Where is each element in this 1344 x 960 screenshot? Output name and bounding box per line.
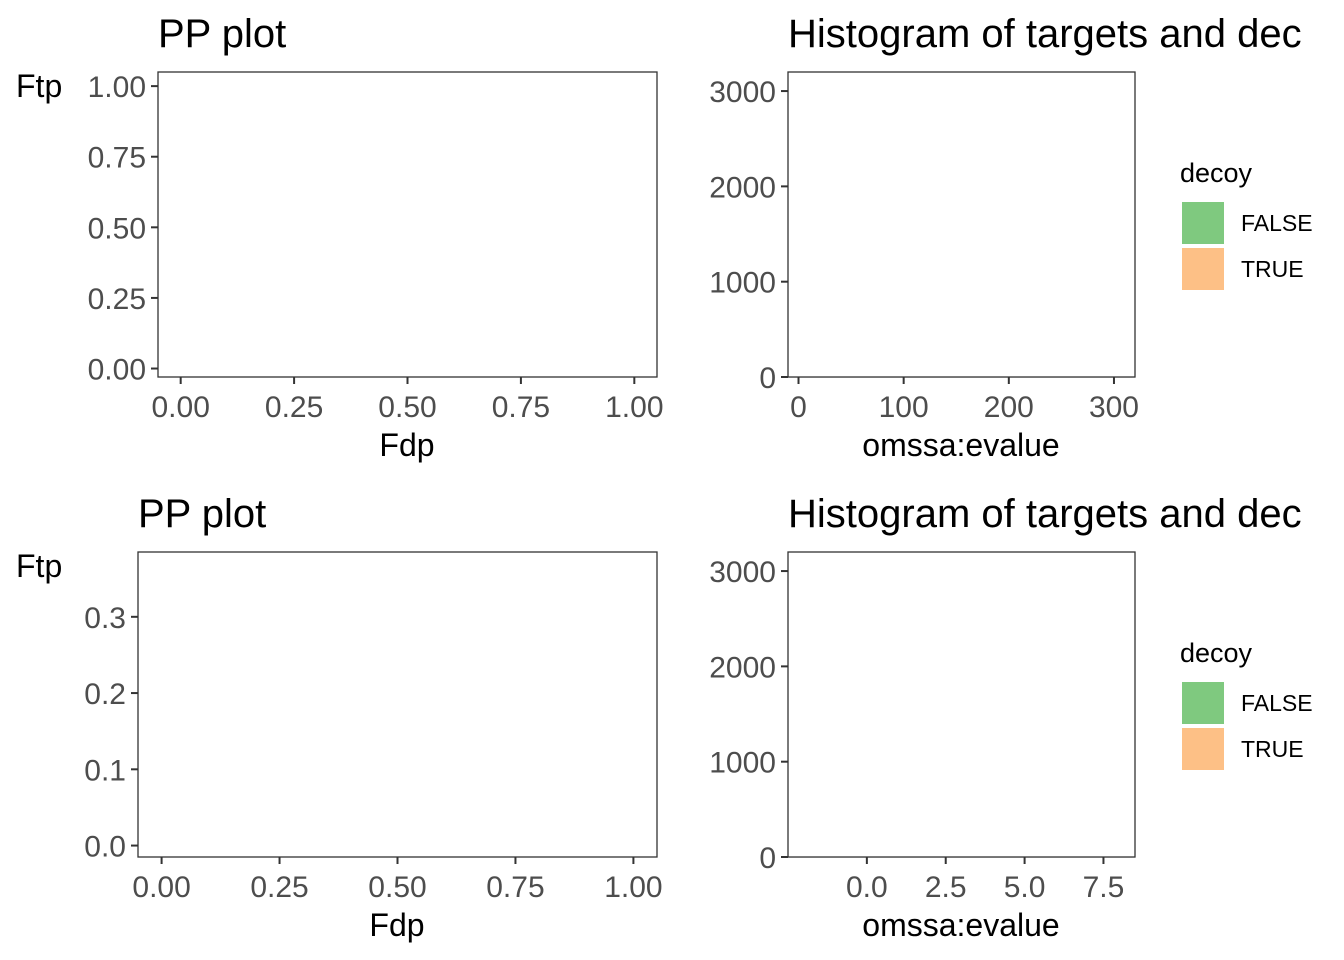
x-tick-label: 1.00 [605,391,663,424]
x-tick-label: 200 [984,391,1034,424]
panel-border [157,71,658,378]
x-tick-label: 300 [1089,391,1139,424]
legend-label-false: FALSE [1241,690,1313,716]
plot-area [787,71,1136,378]
x-tick-label: 0.00 [151,391,209,424]
x-tick-label: 1.00 [604,871,662,904]
y-tick-label: 0.0 [84,831,126,864]
panel-border [787,71,1136,378]
x-tick-label: 0.25 [265,391,323,424]
chart-title: PP plot [158,12,286,56]
y-tick-label: 1000 [709,267,776,300]
legend-title: decoy [1180,158,1253,188]
legend-label-false: FALSE [1241,210,1313,236]
y-axis-label: Ftp [16,68,62,104]
x-tick-label: 0.50 [378,391,436,424]
x-tick-label: 0.00 [132,871,190,904]
axes: 0.00 0.25 0.50 0.75 1.00 0.00 0.25 0.50 0.75 1.00 [88,71,664,424]
legend-title: decoy [1180,638,1253,668]
y-tick-label: 0 [759,842,776,875]
x-tick-label: 0.75 [492,391,550,424]
x-axis-label: Fdp [379,427,434,463]
y-tick-label: 0.00 [88,354,146,387]
histogram-bottom: Histogram of targets and dec omssa:evalu… [709,492,1301,943]
chart-title: PP plot [138,492,266,536]
plot-area [157,71,658,378]
y-tick-label: 0.1 [84,754,126,787]
histogram-top: Histogram of targets and dec omssa:evalu… [709,12,1301,463]
legend-label-true: TRUE [1241,736,1304,762]
axes: 0.00 0.25 0.50 0.75 1.00 0.0 0.1 0.2 0.3 [84,602,662,904]
chart-title: Histogram of targets and dec [788,492,1302,536]
y-tick-label: 2000 [709,651,776,684]
x-tick-label: 5.0 [1004,871,1046,904]
y-tick-label: 0 [759,362,776,395]
x-tick-label: 0 [790,391,807,424]
y-tick-label: 0.2 [84,678,126,711]
y-tick-label: 0.3 [84,602,126,635]
legend-label-true: TRUE [1241,256,1304,282]
x-tick-label: 2.5 [925,871,967,904]
legend-bottom: decoy FALSE TRUE [1180,638,1313,770]
x-tick-label: 0.75 [486,871,544,904]
y-tick-label: 1.00 [88,71,146,104]
x-tick-label: 0.25 [250,871,308,904]
x-axis-label: omssa:evalue [862,907,1059,943]
x-axis-label: Fdp [369,907,424,943]
legend-top: decoy FALSE TRUE [1180,158,1313,290]
panel-border [137,551,658,858]
y-tick-label: 3000 [709,76,776,109]
y-tick-label: 0.50 [88,212,146,245]
chart-title: Histogram of targets and dec [788,12,1302,56]
x-tick-label: 100 [879,391,929,424]
pp-plot-top: PP plot Ftp Fdp 0.00 0.25 0.50 0.75 1.000.00… [16,12,664,463]
x-tick-label: 0.50 [368,871,426,904]
legend-swatch-true [1182,728,1224,770]
y-tick-label: 3000 [709,556,776,589]
plot-area [137,551,658,858]
x-axis-label: omssa:evalue [862,427,1059,463]
legend-swatch-true [1182,248,1224,290]
x-tick-label: 7.5 [1083,871,1125,904]
y-tick-label: 2000 [709,171,776,204]
plot-area [787,551,1136,858]
y-tick-label: 0.75 [88,142,146,175]
legend-swatch-false [1182,202,1224,244]
legend-swatch-false [1182,682,1224,724]
pp-plot-bottom: PP plot Ftp Fdp 0.00 0.25 0.50 0.75 1.000.00… [16,492,663,943]
y-tick-label: 1000 [709,747,776,780]
panel-border [787,551,1136,858]
y-axis-label: Ftp [16,548,62,584]
y-tick-label: 0.25 [88,283,146,316]
x-tick-label: 0.0 [846,871,888,904]
axes: 0.0 2.5 5.0 7.5 0 1000 2000 3000 [709,556,1124,904]
